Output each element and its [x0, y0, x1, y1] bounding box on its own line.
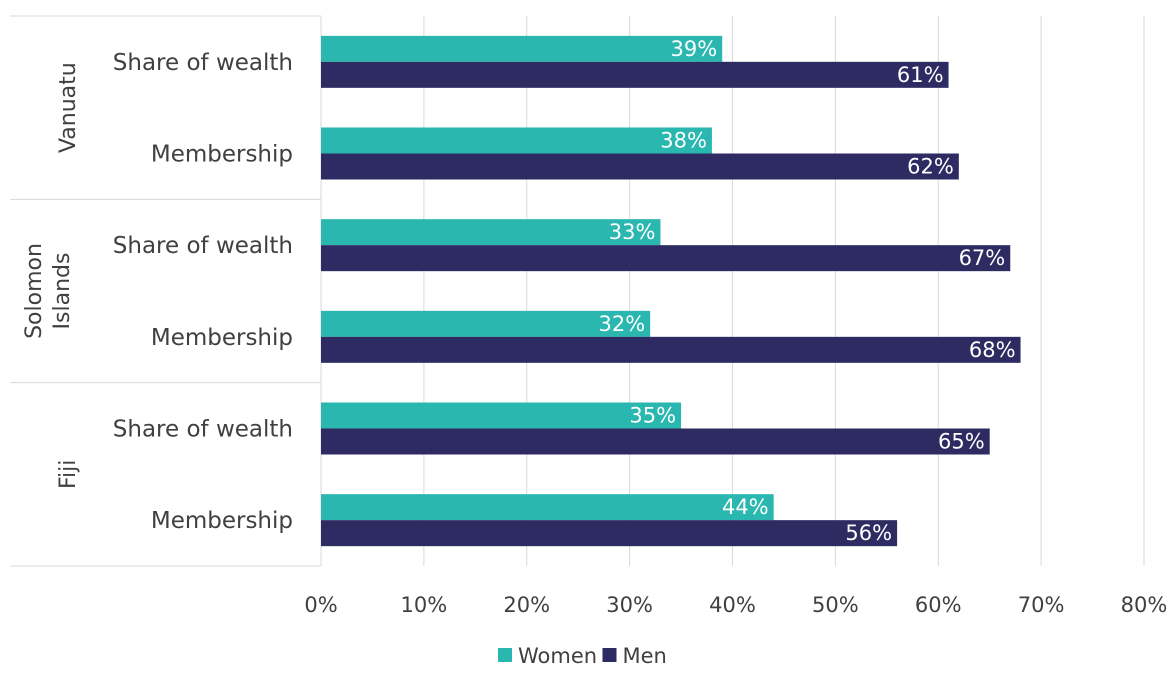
bar-women — [321, 310, 651, 337]
x-tick-label: 40% — [709, 593, 756, 617]
data-label: 68% — [969, 338, 1016, 362]
bar-men — [321, 245, 1011, 272]
data-label: 33% — [609, 220, 656, 244]
x-tick-label: 70% — [1018, 593, 1065, 617]
x-tick-label: 30% — [606, 593, 653, 617]
x-tick-label: 80% — [1121, 593, 1168, 617]
category-label: Share of wealth — [113, 50, 293, 76]
data-label: 35% — [629, 404, 676, 428]
data-label: 61% — [897, 63, 944, 87]
x-tick-label: 20% — [503, 593, 550, 617]
bar-men — [321, 61, 949, 88]
bar-women — [321, 127, 712, 154]
group-label: Fiji — [56, 460, 81, 489]
data-label: 44% — [722, 495, 769, 519]
bar-women — [321, 402, 682, 429]
bar-women — [321, 494, 774, 521]
bars — [321, 35, 1021, 547]
bar-men — [321, 153, 959, 180]
category-axis-frame — [10, 15, 322, 567]
x-tick-label: 60% — [915, 593, 962, 617]
data-label: 38% — [660, 129, 707, 153]
group-label: Solomon Islands — [22, 243, 75, 339]
data-label: 32% — [599, 312, 646, 336]
legend-label: Women — [518, 644, 597, 668]
legend-swatch-men — [602, 648, 617, 662]
data-label: 67% — [959, 246, 1006, 270]
data-label: 39% — [671, 37, 718, 61]
bar-women — [321, 35, 723, 62]
category-label: Share of wealth — [113, 233, 293, 259]
category-label: Membership — [151, 142, 293, 168]
bar-men — [321, 428, 990, 455]
x-tick-label: 0% — [304, 593, 337, 617]
legend-label: Men — [623, 644, 667, 668]
category-label: Membership — [151, 508, 293, 534]
category-label: Share of wealth — [113, 417, 293, 443]
x-tick-label: 50% — [812, 593, 859, 617]
bar-men — [321, 520, 898, 547]
bar-women — [321, 219, 661, 246]
labels: 0% 10% 20% 30% 40% 50% 60% 70% 80% Vanuatu Share o… — [22, 37, 1167, 617]
x-tick-label: 10% — [401, 593, 448, 617]
gridlines — [423, 16, 1145, 566]
data-label: 62% — [907, 155, 954, 179]
legend: Women Men — [498, 644, 667, 668]
category-label: Membership — [151, 325, 293, 351]
group-label: Vanuatu — [56, 62, 81, 153]
bar-men — [321, 336, 1021, 363]
legend-swatch-women — [498, 648, 512, 662]
data-label: 56% — [845, 521, 892, 545]
data-label: 65% — [938, 430, 985, 454]
